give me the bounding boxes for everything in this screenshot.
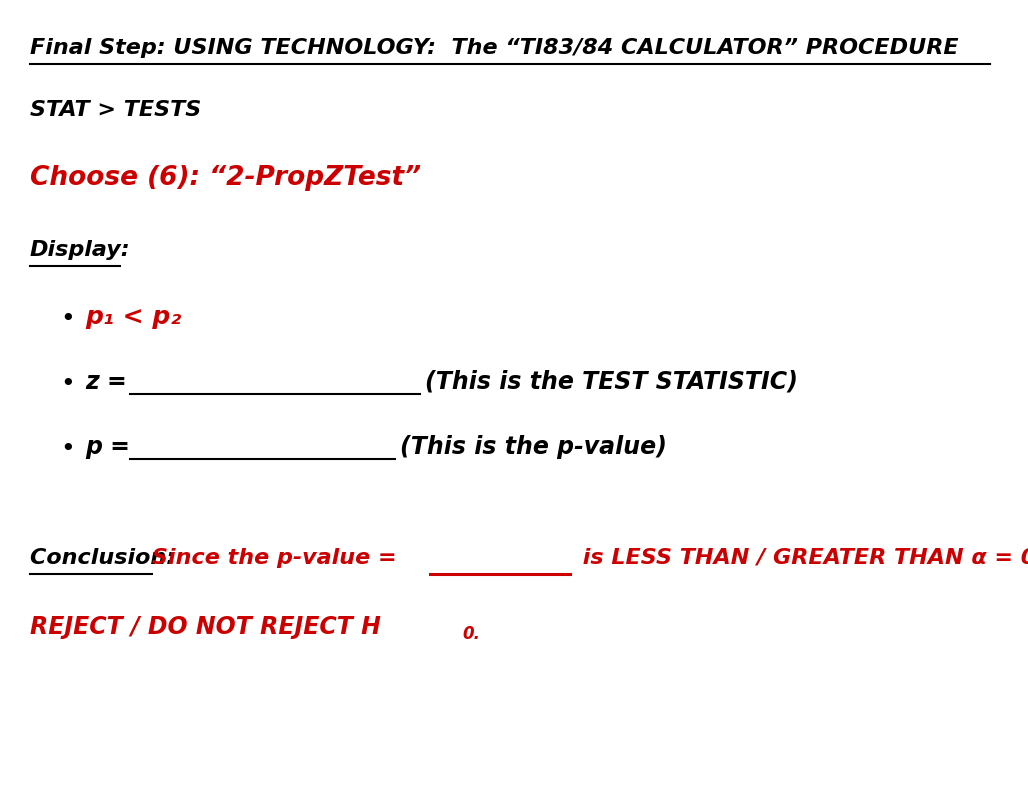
Text: 0.: 0. (462, 625, 480, 643)
Text: p₁ < p₂: p₁ < p₂ (85, 305, 181, 329)
Text: Choose (6): “2-PropZTest”: Choose (6): “2-PropZTest” (30, 165, 421, 191)
Text: is LESS THAN / GREATER THAN α = 0.05, we: is LESS THAN / GREATER THAN α = 0.05, we (575, 548, 1028, 568)
Text: p =: p = (85, 435, 138, 459)
Text: STAT > TESTS: STAT > TESTS (30, 100, 201, 120)
Text: •: • (60, 307, 75, 331)
Text: Conclusion:: Conclusion: (30, 548, 183, 568)
Text: •: • (60, 372, 75, 396)
Text: •: • (60, 437, 75, 461)
Text: Display:: Display: (30, 240, 131, 260)
Text: (This is the p-value): (This is the p-value) (400, 435, 667, 459)
Text: (This is the TEST STATISTIC): (This is the TEST STATISTIC) (425, 370, 798, 394)
Text: Since the p-value =: Since the p-value = (152, 548, 404, 568)
Text: z =: z = (85, 370, 135, 394)
Text: REJECT / DO NOT REJECT H: REJECT / DO NOT REJECT H (30, 615, 381, 639)
Text: Final Step: USING TECHNOLOGY:  The “TI83/84 CALCULATOR” PROCEDURE: Final Step: USING TECHNOLOGY: The “TI83/… (30, 38, 959, 58)
